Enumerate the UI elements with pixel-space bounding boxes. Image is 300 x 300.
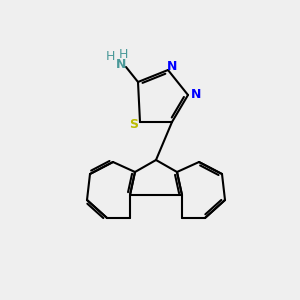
Text: N: N xyxy=(191,88,201,101)
Text: N: N xyxy=(167,59,177,73)
Text: H: H xyxy=(105,50,115,64)
Text: H: H xyxy=(118,47,128,61)
Text: S: S xyxy=(130,118,139,131)
Text: N: N xyxy=(116,58,126,71)
